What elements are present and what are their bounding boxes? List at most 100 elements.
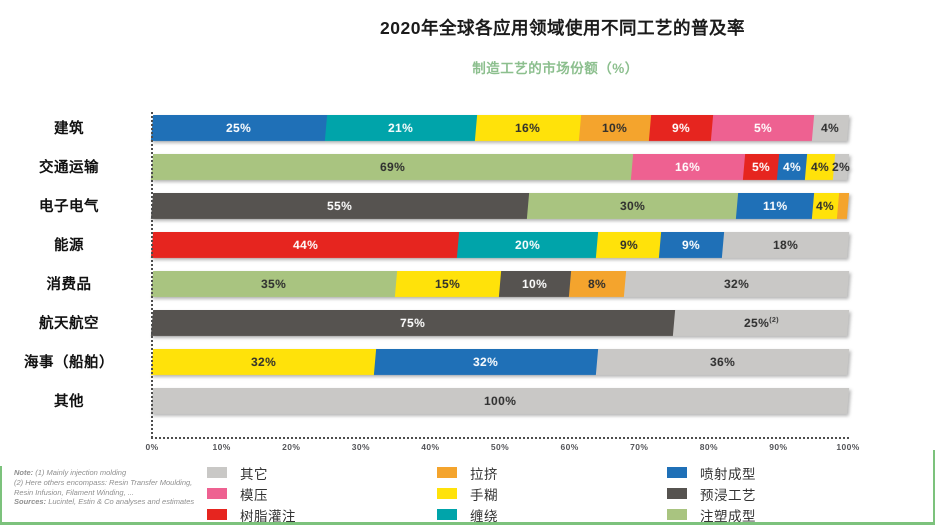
bar-segment: 44% bbox=[150, 231, 460, 258]
segment-value-label: 9% bbox=[682, 237, 701, 252]
bar-segment: 25%(2) bbox=[672, 309, 850, 336]
legend-label: 缠绕 bbox=[470, 508, 498, 524]
legend-swatch-icon bbox=[207, 509, 227, 520]
bar-segment: 35% bbox=[150, 270, 397, 297]
x-axis-ticks: 0% 10% 20% 30% 40% 50% 60% 70% 80% 90% 100% bbox=[145, 442, 859, 456]
segment-value-label: 2% bbox=[831, 159, 851, 174]
stacked-bar: 100% bbox=[150, 387, 850, 414]
bar-segment: 8% bbox=[568, 270, 627, 297]
segment-value-label: 30% bbox=[619, 198, 645, 213]
stacked-bar: 69% 16% 5% 4% 4% 2% bbox=[150, 153, 851, 180]
bar-segment: 4% bbox=[812, 192, 839, 219]
stacked-bar-chart: 建筑 25% 21% 16% 10% 9% 5% 4% 交通运输 69% 16% 5% 4% 4% 2% 电子… bbox=[0, 108, 935, 458]
segment-value-label: 10% bbox=[522, 276, 548, 291]
legend-item: 缠绕 bbox=[437, 504, 667, 525]
segment-value-label: 36% bbox=[710, 354, 736, 369]
bar-row: 海事（船舶） 32% 32% 36% bbox=[0, 342, 935, 381]
stacked-bar: 35% 15% 10% 8% 32% bbox=[150, 270, 850, 297]
bar-segment: 69% bbox=[150, 153, 634, 180]
bar-segment: 10% bbox=[578, 114, 651, 141]
segment-value-label: 20% bbox=[515, 237, 541, 252]
bar-segment: 100% bbox=[150, 387, 850, 414]
segment-value-label: 25%(2) bbox=[743, 315, 779, 330]
bar-segment: 4% bbox=[805, 153, 836, 180]
chart-subtitle: 制造工艺的市场份额（%） bbox=[472, 61, 639, 76]
bar-segment: 21% bbox=[324, 114, 477, 141]
stacked-bar: 44% 20% 9% 9% 18% bbox=[150, 231, 850, 258]
bar-segment: 36% bbox=[596, 348, 850, 375]
legend-swatch-icon bbox=[667, 509, 687, 520]
segment-value-label: 9% bbox=[671, 120, 690, 135]
bar-rows: 建筑 25% 21% 16% 10% 9% 5% 4% 交通运输 69% 16% 5% 4% 4% 2% 电子… bbox=[0, 108, 935, 420]
legend-swatch-icon bbox=[207, 467, 227, 478]
legend-label: 注塑成型 bbox=[700, 508, 756, 524]
category-label: 海事（船舶） bbox=[24, 355, 114, 371]
bar-row: 交通运输 69% 16% 5% 4% 4% 2% bbox=[0, 147, 935, 186]
segment-value-label: 55% bbox=[327, 198, 353, 213]
category-label: 能源 bbox=[54, 238, 84, 254]
segment-value-label: 15% bbox=[435, 276, 461, 291]
bar-segment: 32% bbox=[150, 348, 376, 375]
bar-segment: 4% bbox=[812, 114, 850, 141]
x-tick-label: 0% bbox=[145, 442, 159, 452]
category-label: 其他 bbox=[54, 394, 84, 410]
segment-value-label: 32% bbox=[473, 354, 499, 369]
segment-value-label: 5% bbox=[751, 159, 771, 174]
legend-item: 注塑成型 bbox=[667, 504, 897, 525]
legend-item: 喷射成型 bbox=[667, 462, 897, 483]
x-axis-dotted-line bbox=[151, 437, 849, 439]
bar-segment: 32% bbox=[624, 270, 850, 297]
legend-label: 预浸工艺 bbox=[700, 487, 756, 503]
segment-value-label: 18% bbox=[772, 237, 798, 252]
x-tick-label: 20% bbox=[282, 442, 301, 452]
stacked-bar: 32% 32% 36% bbox=[150, 348, 850, 375]
bar-segment: 55% bbox=[150, 192, 529, 219]
segment-value-label: 16% bbox=[675, 159, 701, 174]
bar-segment: 30% bbox=[526, 192, 738, 219]
category-label: 电子电气 bbox=[39, 199, 99, 215]
legend-swatch-icon bbox=[437, 467, 457, 478]
category-label: 消费品 bbox=[46, 277, 92, 293]
stacked-bar: 25% 21% 16% 10% 9% 5% 4% bbox=[150, 114, 850, 141]
bar-segment: 2% bbox=[831, 153, 851, 180]
x-tick-label: 50% bbox=[490, 442, 510, 452]
segment-value-label: 32% bbox=[250, 354, 276, 369]
legend-label: 树脂灌注 bbox=[240, 508, 296, 524]
note-label: Note: bbox=[14, 468, 34, 477]
bar-row: 其他 100% bbox=[0, 381, 935, 420]
x-tick-label: 40% bbox=[421, 442, 440, 452]
bar-row: 消费品 35% 15% 10% 8% 32% bbox=[0, 264, 935, 303]
legend-column: 拉挤 手糊 缠绕 bbox=[437, 462, 667, 525]
stacked-bar: 75% 25%(2) bbox=[150, 309, 850, 336]
segment-value-label: 25% bbox=[226, 120, 252, 135]
legend-item: 树脂灌注 bbox=[207, 504, 437, 525]
category-label: 建筑 bbox=[54, 121, 84, 137]
bar-row: 建筑 25% 21% 16% 10% 9% 5% 4% bbox=[0, 108, 935, 147]
segment-value-label: 4% bbox=[816, 198, 835, 213]
segment-value-label: 32% bbox=[724, 276, 750, 291]
footnotes: Note: (1) Mainly injection molding (2) H… bbox=[14, 468, 204, 507]
segment-value-label: 8% bbox=[588, 276, 607, 291]
x-tick-label: 30% bbox=[351, 442, 370, 452]
segment-value-label: 4% bbox=[783, 159, 802, 174]
sources-label: Sources: bbox=[14, 497, 47, 507]
legend-swatch-icon bbox=[437, 488, 457, 499]
bar-segment: 18% bbox=[721, 231, 850, 258]
bar-segment: 5% bbox=[711, 114, 815, 141]
bar-segment: 16% bbox=[474, 114, 582, 141]
bar-row: 航天航空 75% 25%(2) bbox=[0, 303, 935, 342]
segment-value-label: 21% bbox=[388, 120, 414, 135]
legend-column: 喷射成型预浸工艺注塑成型 bbox=[667, 462, 897, 525]
bar-segment: 15% bbox=[394, 270, 502, 297]
x-tick-label: 60% bbox=[560, 442, 579, 452]
category-label: 航天航空 bbox=[39, 316, 99, 332]
x-tick-label: 100% bbox=[836, 442, 860, 452]
legend-label: 手糊 bbox=[470, 487, 498, 503]
x-tick-label: 10% bbox=[212, 442, 231, 452]
note-line-3: Resin Infusion, Filament Winding, ... bbox=[14, 487, 134, 497]
y-axis-dotted-line bbox=[151, 112, 153, 438]
bar-segment: 9% bbox=[648, 114, 714, 141]
bar-segment: 16% bbox=[631, 153, 745, 180]
note-line-1: (1) Mainly injection molding bbox=[35, 468, 127, 477]
chart-title: 2020年全球各应用领域使用不同工艺的普及率 bbox=[380, 18, 745, 38]
